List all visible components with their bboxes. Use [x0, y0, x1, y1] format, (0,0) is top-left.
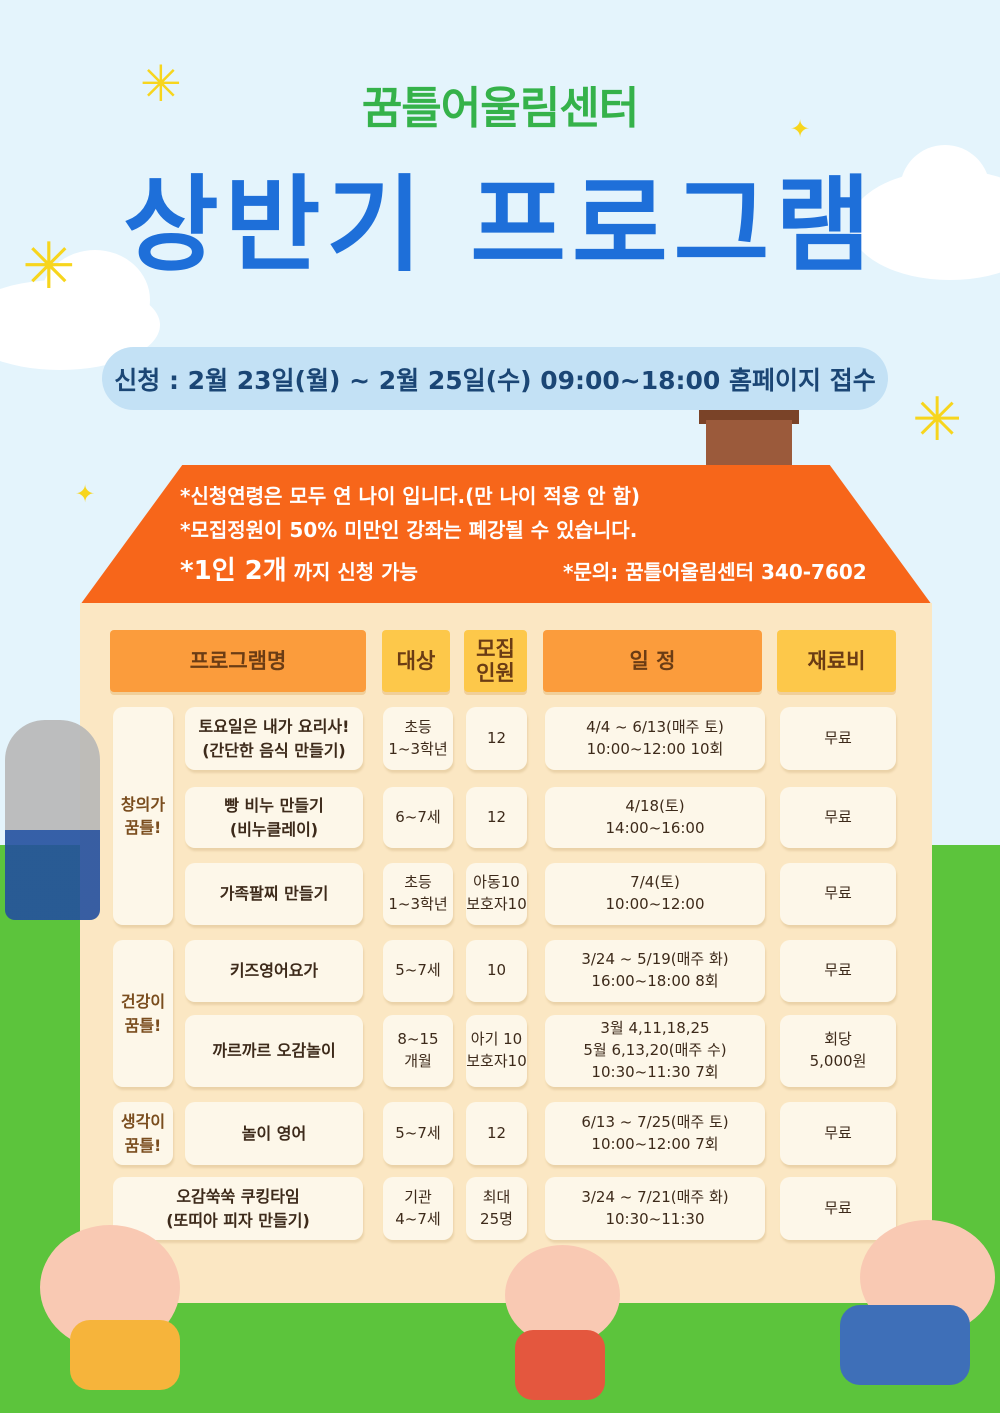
note-limit: *1인 2개 까지 신청 가능: [180, 550, 418, 587]
row-target: 기관 4~7세: [383, 1177, 453, 1240]
row-fee: 무료: [780, 787, 896, 848]
row-name: 놀이 영어: [185, 1102, 363, 1165]
row-capacity: 10: [466, 940, 527, 1002]
row-name: 토요일은 내가 요리사! (간단한 음식 만들기): [185, 707, 363, 770]
center-name: 꿈틀어울림센터: [361, 83, 639, 134]
row-name: 까르까르 오감놀이: [185, 1015, 363, 1087]
cloud: [900, 145, 990, 235]
wolf: [5, 720, 100, 920]
cloud: [40, 250, 150, 350]
row-capacity: 12: [466, 1102, 527, 1165]
row-schedule: 3/24 ~ 7/21(매주 화) 10:30~11:30: [545, 1177, 765, 1240]
header-program-name: 프로그램명: [110, 630, 366, 692]
row-fee: 무료: [780, 940, 896, 1002]
row-schedule: 7/4(토) 10:00~12:00: [545, 863, 765, 925]
row-fee: 무료: [780, 1177, 896, 1240]
pig-right-body: [840, 1305, 970, 1385]
pig-middle: [505, 1245, 620, 1345]
note-contact: *문의: 꿈틀어울림센터 340-7602: [563, 560, 867, 584]
row-target: 8~15 개월: [383, 1015, 453, 1087]
sparkle-icon: ✦: [790, 115, 811, 143]
sparkle-icon: ✦: [75, 480, 96, 508]
header-capacity: 모집 인원: [464, 630, 527, 692]
row-target: 6~7세: [383, 787, 453, 848]
row-schedule: 3월 4,11,18,25 5월 6,13,20(매주 수) 10:30~11:…: [545, 1015, 765, 1087]
row-fee: 무료: [780, 707, 896, 770]
sparkle-icon: ✳: [912, 385, 963, 455]
row-fee: 무료: [780, 863, 896, 925]
row-name: 키즈영어요가: [185, 940, 363, 1002]
row-schedule: 3/24 ~ 5/19(매주 화) 16:00~18:00 8회: [545, 940, 765, 1002]
row-fee: 회당 5,000원: [780, 1015, 896, 1087]
row-target: 5~7세: [383, 1102, 453, 1165]
note-limit-rest: 까지 신청 가능: [286, 560, 418, 584]
row-capacity: 최대 25명: [466, 1177, 527, 1240]
row-target: 초등 1~3학년: [383, 707, 453, 770]
category-label: 창의가 꿈틀!: [113, 707, 173, 925]
category-label: 건강이 꿈틀!: [113, 940, 173, 1087]
pig-left-body: [70, 1320, 180, 1390]
header-target: 대상: [382, 630, 450, 692]
row-schedule: 4/4 ~ 6/13(매주 토) 10:00~12:00 10회: [545, 707, 765, 770]
row-target: 초등 1~3학년: [383, 863, 453, 925]
roof: [80, 465, 932, 605]
row-name: 가족팔찌 만들기: [185, 863, 363, 925]
page-title: 상반기 프로그램: [123, 164, 877, 286]
application-period: 신청 : 2월 23일(월) ~ 2월 25일(수) 09:00~18:00 홈…: [102, 347, 888, 410]
row-name: 오감쑥쑥 쿠킹타임 (또띠아 피자 만들기): [113, 1177, 363, 1240]
note-closing: *모집정원이 50% 미만인 강좌는 폐강될 수 있습니다.: [180, 518, 638, 542]
row-capacity: 12: [466, 787, 527, 848]
header-schedule: 일 정: [543, 630, 762, 692]
row-capacity: 12: [466, 707, 527, 770]
note-age: *신청연령은 모두 연 나이 입니다.(만 나이 적용 안 함): [180, 484, 641, 508]
chimney: [706, 420, 792, 470]
category-label: 생각이 꿈틀!: [113, 1102, 173, 1165]
row-name: 빵 비누 만들기 (비누클레이): [185, 787, 363, 848]
row-target: 5~7세: [383, 940, 453, 1002]
row-schedule: 4/18(토) 14:00~16:00: [545, 787, 765, 848]
row-capacity: 아동10 보호자10: [466, 863, 527, 925]
sparkle-icon: ✳: [22, 230, 76, 304]
pig-middle-body: [515, 1330, 605, 1400]
row-capacity: 아기 10 보호자10: [466, 1015, 527, 1087]
note-limit-bold: *1인 2개: [180, 556, 287, 586]
row-fee: 무료: [780, 1102, 896, 1165]
sparkle-icon: ✳: [140, 55, 182, 113]
header-fee: 재료비: [777, 630, 896, 692]
row-schedule: 6/13 ~ 7/25(매주 토) 10:00~12:00 7회: [545, 1102, 765, 1165]
